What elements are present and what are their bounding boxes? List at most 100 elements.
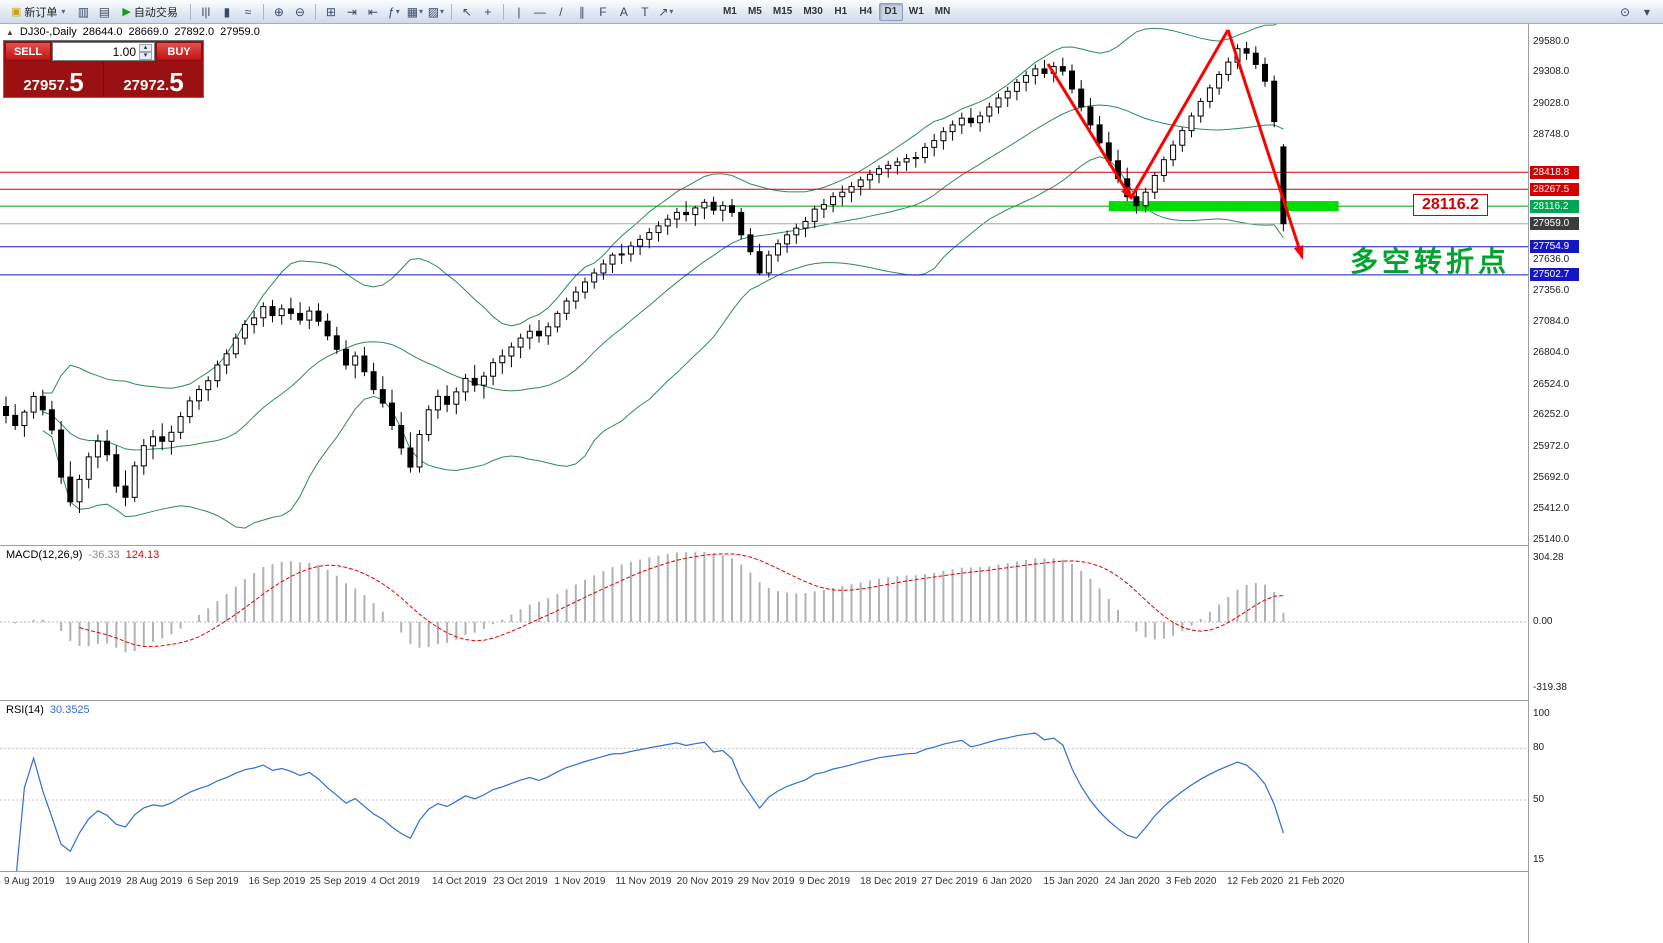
arrows-icon[interactable]: ↗ ▾ [656,2,676,22]
price-axis-divider [1528,24,1529,943]
macd-panel-canvas[interactable] [0,546,1528,701]
tile-windows-icon[interactable]: ⊞ [321,2,341,22]
price-tick-label: 26252.0 [1533,409,1570,421]
chart-window-icon-glyph: ▥ [77,4,90,19]
macd-signal-line [79,553,1284,648]
volume-input[interactable]: 1.00 ▴ ▾ [52,42,155,61]
toolbar-items: ▣ 新订单 ▾ ▥ ▤ ▶ 自动交易 l|l ▮ ≈ ⊕ ⊖ ⊞ ⇥ ⇤ ƒ ▾ ▦ ▾ ▨ ▾ ↖ + | — / ∥ F A T ↗ ▾ [4,2,676,22]
buy-button[interactable]: BUY [156,42,202,61]
cursor-icon[interactable]: ↖ [457,2,477,22]
vertical-line-icon-glyph: | [517,4,521,19]
dropdown-caret-icon: ▾ [440,7,445,16]
profiles-icon[interactable]: ▤ [94,2,114,22]
crosshair-icon[interactable]: + [478,2,498,22]
date-label: 4 Oct 2019 [370,876,420,887]
rsi-axis-label: 50 [1533,794,1545,805]
tf-button-m1[interactable]: M1 [722,6,737,17]
templates-icon-glyph: ▨ [427,4,440,19]
new-order-button[interactable]: ▣ 新订单 ▾ [4,2,72,22]
price-tick-label: 26524.0 [1533,378,1570,390]
date-label: 9 Aug 2019 [4,876,55,887]
rsi-header: RSI(14) 30.3525 [6,704,90,716]
text-label-icon[interactable]: T [635,2,655,22]
date-label: 3 Feb 2020 [1165,876,1217,887]
date-label: 18 Dec 2019 [860,876,917,887]
zoom-out-icon[interactable]: ⊖ [290,2,310,22]
chart-shift-icon[interactable]: ⇤ [363,2,383,22]
main-chart-canvas[interactable] [0,24,1528,546]
panel-separator[interactable] [0,700,1663,701]
chart-shift-icon-glyph: ⇤ [367,4,378,19]
trendline-icon[interactable]: / [551,2,571,22]
periods-icon-glyph: ▦ [406,4,419,19]
macd-main-value: -36.33 [88,549,120,561]
price-tick-label: 27356.0 [1533,285,1570,297]
turning-point-annotation[interactable]: 多空转折点 [1350,246,1511,277]
line-chart-icon[interactable]: ≈ [238,2,258,22]
tf-button-m15[interactable]: M15 [772,6,793,17]
candlestick-chart-icon[interactable]: ▮ [217,2,237,22]
tf-button-h1[interactable]: H1 [834,6,848,17]
zoom-out-icon-glyph: ⊖ [294,4,305,19]
tf-button-m5[interactable]: M5 [747,6,762,17]
fibonacci-icon[interactable]: F [593,2,613,22]
price-tick-label: 27084.0 [1533,315,1570,327]
volume-down-icon[interactable]: ▾ [139,51,152,60]
tf-button-mn[interactable]: MN [934,6,951,17]
toolbar-separator [450,3,452,20]
date-label: 29 Nov 2019 [737,876,795,887]
panel-separator[interactable] [0,545,1663,546]
sell-price-display[interactable]: 27957. 5 [4,62,104,97]
indicators-icon[interactable]: ƒ ▾ [384,2,404,22]
tf-button-h4[interactable]: H4 [859,6,873,17]
toolbar-separator [262,3,264,20]
bar-chart-icon-glyph: l|l [201,4,211,19]
new-order-button-label: 新订单 [24,6,58,19]
channel-icon-glyph: ∥ [578,4,585,19]
auto-scroll-icon[interactable]: ⇥ [342,2,362,22]
auto-trading-button-label: 自动交易 [133,6,178,19]
trend-arrow[interactable] [1046,29,1304,260]
dropdown-caret-icon: ▾ [61,7,66,16]
new-order-glyph: ▣ [11,6,22,18]
vertical-line-icon[interactable]: | [509,2,529,22]
rsi-panel-canvas[interactable] [0,701,1528,871]
rsi-label: RSI(14) [6,704,44,716]
volume-spinner: ▴ ▾ [139,43,152,60]
price-badge: 28418.8 [1530,165,1579,179]
time-axis: 9 Aug 2019 19 Aug 2019 28 Aug 2019 6 Sep 20… [0,872,1528,943]
macd-signal-value: 124.13 [125,549,160,561]
search-icon[interactable]: ⊙ [1619,5,1631,19]
rsi-value: 30.3525 [49,704,90,716]
macd-axis-label: 304.28 [1533,552,1564,563]
price-axis: 29580.0 29308.0 29028.0 28748.0 27636.0 27356… [1529,24,1663,943]
horizontal-line-icon[interactable]: — [530,2,550,22]
macd-axis-label: -319.38 [1533,682,1567,693]
sell-button[interactable]: SELL [5,42,51,61]
date-label: 16 Sep 2019 [248,876,306,887]
zoom-in-icon[interactable]: ⊕ [269,2,289,22]
channel-icon[interactable]: ∥ [572,2,592,22]
toolbar-right-icons: ⊙ ▾ [1615,2,1657,22]
text-icon[interactable]: A [614,2,634,22]
bar-chart-icon[interactable]: l|l [196,2,216,22]
auto-trading-button[interactable]: ▶ 自动交易 [115,2,184,22]
tf-button-m30[interactable]: M30 [803,6,823,17]
templates-icon[interactable]: ▨ ▾ [426,2,446,22]
volume-up-icon[interactable]: ▴ [139,43,152,52]
chart-window-icon[interactable]: ▥ [73,2,93,22]
tf-button-d1[interactable]: D1 [878,2,903,21]
periods-icon[interactable]: ▦ ▾ [405,2,425,22]
price-tick-label: 29308.0 [1533,66,1570,78]
rsi-line [16,732,1284,871]
price-tick-label: 27636.0 [1533,253,1570,265]
tf-button-w1[interactable]: W1 [908,6,924,17]
rsi-axis-label: 100 [1533,708,1550,719]
collapse-panel-icon[interactable]: ▲ [6,27,14,37]
more-icon[interactable]: ▾ [1643,5,1651,19]
buy-price-display[interactable]: 27972. 5 [123,66,184,97]
support-zone[interactable] [1108,201,1339,212]
date-label: 24 Jan 2020 [1104,876,1160,887]
price-level-annotation[interactable]: 28116.2 [1413,194,1488,216]
